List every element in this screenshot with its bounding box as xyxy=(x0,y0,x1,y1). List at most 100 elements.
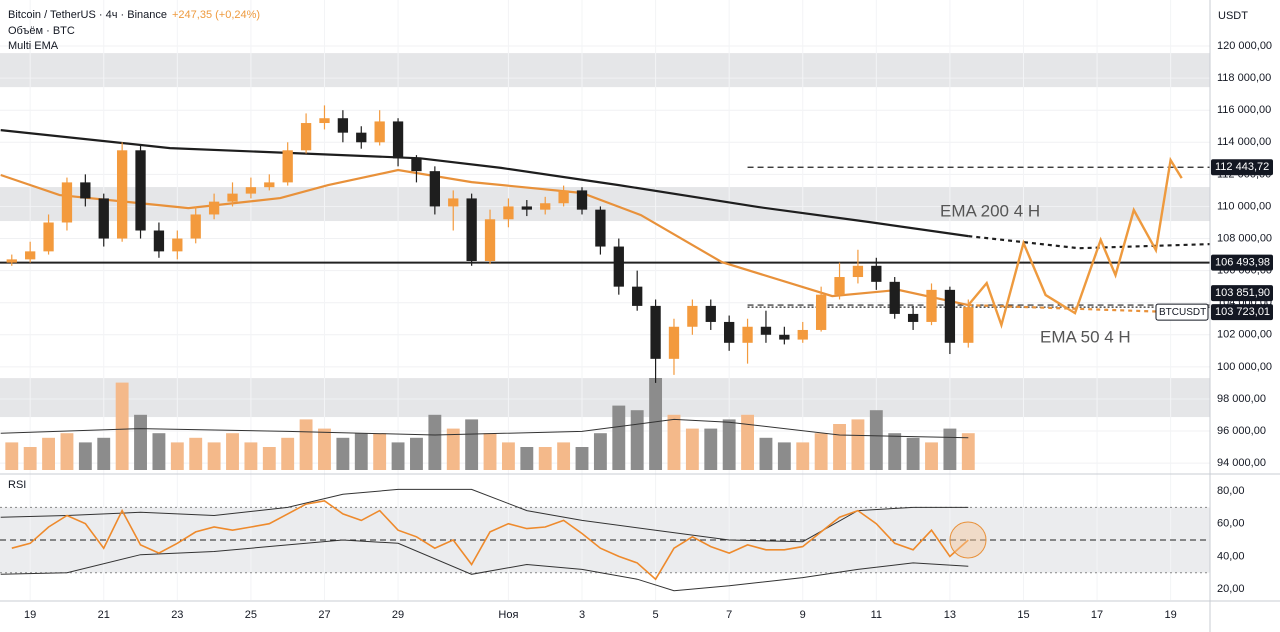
x-tick-label: 7 xyxy=(726,609,732,621)
candle-body xyxy=(815,294,827,330)
candle-body xyxy=(632,286,643,306)
candle-body xyxy=(963,307,974,343)
x-tick-label: 13 xyxy=(944,609,956,621)
ema-projection xyxy=(968,304,1171,314)
candle-body xyxy=(300,123,312,151)
grid xyxy=(0,0,1210,600)
rsi-title: RSI xyxy=(8,479,26,491)
lines-layer xyxy=(0,129,1211,592)
x-tick-label: 23 xyxy=(171,609,183,621)
rsi-tick-label: 80,00 xyxy=(1217,485,1245,497)
candle-body xyxy=(208,201,220,215)
volume-bar xyxy=(281,437,295,470)
level-tag: BTCUSDT xyxy=(1159,307,1206,318)
y-tick-label: 100 000,00 xyxy=(1217,361,1272,373)
volume-bar xyxy=(685,428,699,470)
candle-body xyxy=(742,326,753,343)
volume-bar xyxy=(906,437,920,470)
candle-body xyxy=(595,209,606,247)
y-tick-label: 118 000,00 xyxy=(1217,72,1271,84)
ema200-annotation: EMA 200 4 H xyxy=(940,201,1040,220)
y-tick-label: 116 000,00 xyxy=(1217,104,1271,116)
volume-bar xyxy=(42,437,55,470)
candle-body xyxy=(245,187,257,194)
candle-body xyxy=(907,313,919,322)
candle-body xyxy=(576,190,588,210)
candle-body xyxy=(392,121,404,159)
candle-body xyxy=(135,150,146,231)
y-tick-label: 102 000,00 xyxy=(1217,329,1272,341)
volume-bar xyxy=(428,414,442,470)
volume-bar xyxy=(741,414,754,470)
volume-bar xyxy=(961,433,975,470)
level-label: 103 851,90 xyxy=(1215,287,1270,299)
rsi-lower xyxy=(0,539,969,592)
ema50-annotation: EMA 50 4 H xyxy=(1040,327,1131,346)
volume-bar xyxy=(115,382,129,470)
volume-bar xyxy=(796,442,810,470)
candle-body xyxy=(779,334,790,340)
volume-bar xyxy=(446,428,460,470)
candle-body xyxy=(503,206,514,220)
volume-bar xyxy=(336,437,350,470)
volume-bar xyxy=(722,419,736,470)
candle-body xyxy=(429,171,440,207)
level-tag-bg xyxy=(1155,303,1209,321)
x-tick-label: Ноя xyxy=(498,609,518,621)
volume-bar xyxy=(262,447,276,470)
level-label: 112 443,72 xyxy=(1215,161,1269,173)
volume-bar xyxy=(373,433,387,470)
rsi-line xyxy=(11,499,969,581)
candle-body xyxy=(484,219,496,261)
volume-bar xyxy=(759,437,773,470)
x-tick-label: 25 xyxy=(245,609,257,621)
candle-body xyxy=(521,206,532,210)
x-tick-label: 15 xyxy=(1017,609,1029,621)
candle-body xyxy=(871,265,882,282)
candle-body xyxy=(650,305,661,359)
x-tick-label: 3 xyxy=(579,609,585,621)
volume-bar xyxy=(557,442,571,470)
volume-bar xyxy=(612,405,626,470)
currency: USDT xyxy=(1218,10,1248,22)
candle-body xyxy=(172,238,183,252)
volume-bar xyxy=(814,433,828,470)
volume-bar xyxy=(777,442,791,470)
volume-bar xyxy=(5,442,19,470)
y-tick-label: 110 000,00 xyxy=(1217,200,1271,212)
candle-body xyxy=(61,182,73,223)
candle-body xyxy=(834,277,845,295)
level-label: 103 723,01 xyxy=(1215,306,1270,318)
x-tick-label: 19 xyxy=(24,609,36,621)
forecast-path xyxy=(967,156,1183,330)
y-tick-label: 114 000,00 xyxy=(1217,136,1271,148)
volume-bar xyxy=(833,424,846,470)
volume-bar xyxy=(483,433,497,470)
volume-ma xyxy=(0,418,969,439)
volume-bar xyxy=(520,447,534,470)
volume-bar xyxy=(60,433,74,470)
candle-body xyxy=(466,198,477,261)
volume-bar xyxy=(851,419,865,470)
ema-line xyxy=(0,129,969,238)
y-tick-label: 94 000,00 xyxy=(1217,457,1266,469)
candle-body xyxy=(282,150,293,183)
candle-body xyxy=(705,305,716,322)
volume-bar xyxy=(354,433,368,470)
y-tick-label: 98 000,00 xyxy=(1217,393,1266,405)
candle-body xyxy=(944,289,956,343)
x-tick-label: 17 xyxy=(1091,609,1103,621)
volume-bar xyxy=(538,447,552,470)
volume-bar xyxy=(78,442,92,470)
axes: 94 000,00 96 000,00 98 000,00 100 000,00 102… xyxy=(24,40,1273,621)
candle-body xyxy=(668,326,680,359)
volume-bar xyxy=(189,437,203,470)
candle-body xyxy=(724,321,735,343)
rsi-highlight xyxy=(949,521,987,559)
candle-body xyxy=(356,132,367,143)
y-tick-label: 120 000,00 xyxy=(1217,40,1272,52)
candle-body xyxy=(6,259,17,263)
level-label-bg xyxy=(1211,304,1273,321)
volume-bar xyxy=(23,447,37,470)
